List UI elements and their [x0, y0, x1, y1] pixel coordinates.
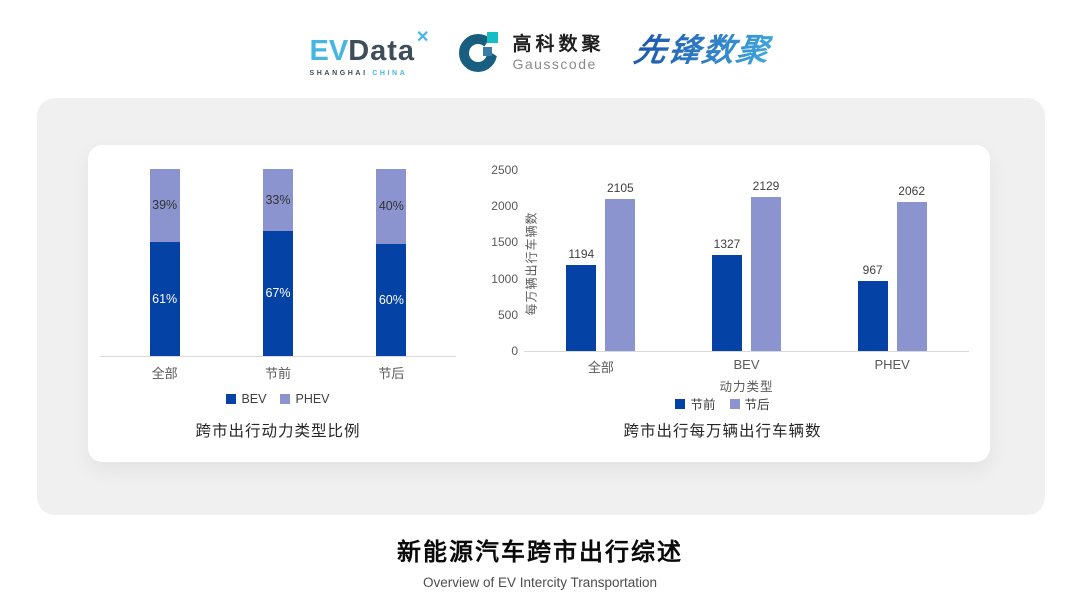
stacked-bar: 33% 67% — [263, 169, 293, 356]
left-x-axis-labels: 全部 节前 节后 — [108, 363, 448, 381]
segment-value-label: 67% — [265, 286, 291, 301]
evdata-tagline-china: CHINA — [372, 69, 408, 77]
header-logos: EV Data ✕ SHANGHAI CHINA 高科数聚 Gausscode … — [0, 20, 1080, 86]
grouped-bar-post — [751, 196, 781, 351]
legend-swatch — [280, 394, 291, 404]
gausscode-wordmark: 高科数聚 Gausscode — [512, 33, 605, 72]
trips-per-10k-chart: 每万辆出行车辆数 0 500 1000 1500 2000 2500 1194 2105 13… — [480, 145, 980, 462]
bar-value-label: 967 — [862, 262, 883, 277]
x-tick-label: 全部 — [587, 360, 614, 375]
grouped-bar-pre — [566, 264, 597, 351]
segment-value-label: 33% — [265, 192, 291, 207]
legend-item: PHEV — [280, 392, 330, 406]
right-x-axis-title: 动力类型 — [719, 380, 774, 394]
evdata-logo: EV Data ✕ SHANGHAI CHINA — [309, 28, 430, 77]
evdata-star-icon: ✕ — [416, 28, 430, 46]
gausscode-logo: 高科数聚 Gausscode — [459, 31, 604, 75]
evdata-tagline: SHANGHAI CHINA — [310, 70, 408, 77]
stacked-bar: 39% 61% — [149, 169, 180, 356]
power-type-ratio-chart: 39% 61% 33% 67% 40% 60% 全部 节前 节后 BEV PHEV 跨市出行动力… — [100, 145, 456, 462]
evdata-wordmark: EV Data ✕ — [309, 28, 430, 67]
right-legend: 节前 节后 — [504, 394, 941, 413]
bar-segment-phev: 39% — [149, 169, 180, 242]
grouped-bar-pre — [857, 281, 888, 351]
legend-item: 节后 — [729, 394, 770, 413]
bar-segment-phev: 33% — [263, 169, 293, 231]
legend-label: 节前 — [690, 398, 716, 412]
bar-value-label: 1327 — [713, 236, 741, 251]
stacked-bar-plot: 39% 61% 33% 67% 40% 60% — [108, 169, 448, 356]
y-tick-label: 500 — [497, 307, 518, 322]
grouped-bar-post — [896, 201, 927, 351]
x-tick-label: 节后 — [378, 366, 405, 381]
gausscode-en-text: Gausscode — [512, 55, 597, 72]
segment-value-label: 39% — [152, 198, 178, 213]
legend-label: BEV — [241, 392, 267, 406]
gausscode-ring-icon — [459, 31, 507, 75]
y-tick-label: 1000 — [491, 271, 518, 286]
y-tick-label: 1500 — [491, 235, 518, 250]
pioneer-data-logo: 先锋数聚 — [631, 32, 774, 72]
x-tick-label: 全部 — [151, 366, 178, 381]
legend-item: BEV — [226, 392, 266, 406]
gausscode-cn-text: 高科数聚 — [512, 33, 605, 55]
bar-segment-phev: 40% — [376, 169, 407, 244]
charts-panel: 39% 61% 33% 67% 40% 60% 全部 节前 节后 BEV PHEV 跨市出行动力… — [88, 145, 990, 462]
evdata-tagline-shanghai: SHANGHAI — [309, 69, 368, 77]
x-tick-label: 节前 — [264, 366, 292, 381]
legend-swatch — [226, 394, 237, 404]
segment-value-label: 60% — [378, 292, 404, 307]
legend-label: 节后 — [744, 398, 770, 412]
legend-item: 节前 — [675, 394, 716, 413]
grouped-bar-pre — [712, 254, 742, 351]
y-tick-label: 2500 — [491, 163, 518, 177]
x-tick-label: PHEV — [874, 357, 910, 372]
bar-value-label: 1194 — [568, 246, 595, 261]
gausscode-blue-square — [483, 47, 493, 56]
right-y-axis-ticks: 0 500 1000 1500 2000 2500 — [484, 163, 518, 358]
charts-card: 39% 61% 33% 67% 40% 60% 全部 节前 节后 BEV PHEV 跨市出行动力… — [37, 98, 1045, 515]
segment-value-label: 40% — [378, 199, 404, 214]
legend-label: PHEV — [295, 392, 330, 406]
left-legend: BEV PHEV — [108, 392, 448, 406]
bar-value-label: 2129 — [752, 178, 780, 193]
evdata-data-text: Data — [348, 34, 416, 67]
x-tick-label: BEV — [733, 357, 760, 372]
y-tick-label: 0 — [511, 344, 518, 358]
left-chart-title: 跨市出行动力类型比例 — [195, 423, 361, 440]
stacked-bar: 40% 60% — [376, 169, 407, 356]
segment-value-label: 61% — [152, 291, 178, 306]
bar-value-label: 2062 — [898, 183, 926, 198]
report-footer: 新能源汽车跨市出行综述 Overview of EV Intercity Tra… — [0, 532, 1080, 590]
bar-segment-bev: 67% — [263, 230, 293, 356]
y-tick-label: 2000 — [491, 199, 518, 214]
legend-swatch — [675, 398, 686, 409]
bar-value-label: 2105 — [606, 180, 634, 195]
legend-swatch — [729, 398, 740, 409]
report-subtitle: Overview of EV Intercity Transportation — [422, 575, 658, 590]
grouped-bar-plot: 1194 2105 1327 2129 967 2062 — [528, 170, 965, 351]
bar-segment-bev: 61% — [149, 241, 180, 356]
right-x-axis-labels: 全部 BEV PHEV — [528, 357, 965, 375]
grouped-bar-post — [605, 198, 636, 351]
left-x-axis-line — [100, 356, 456, 357]
gausscode-cyan-square — [487, 32, 499, 43]
evdata-ev-text: EV — [309, 34, 349, 67]
report-title: 新能源汽车跨市出行综述 — [397, 539, 683, 566]
right-chart-title: 跨市出行每万辆出行车辆数 — [623, 423, 822, 440]
bar-segment-bev: 60% — [376, 243, 407, 356]
right-x-axis-line — [524, 351, 969, 352]
